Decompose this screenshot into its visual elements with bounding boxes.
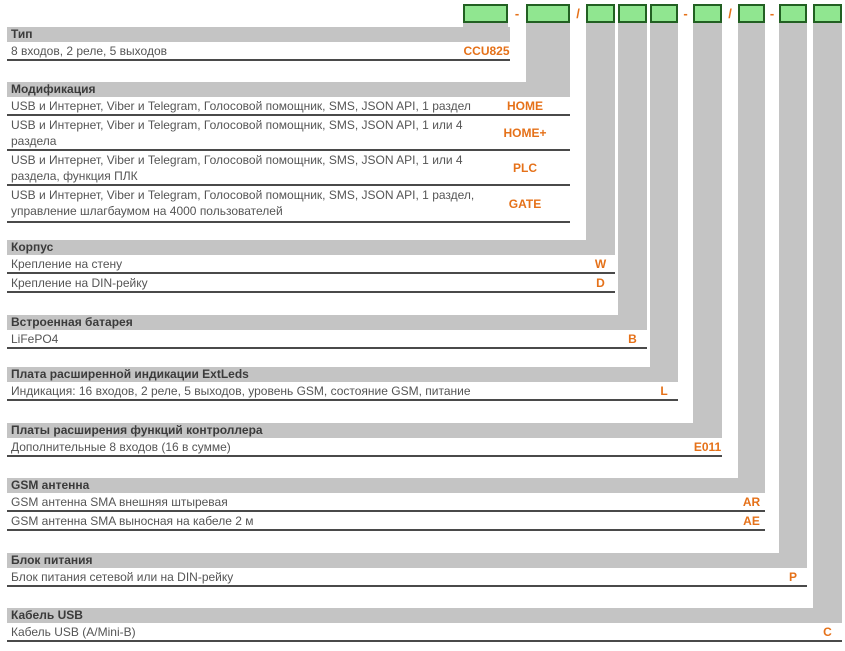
connector-column-expansion	[693, 23, 722, 423]
option-row: Блок питания сетевой или на DIN-рейку P	[7, 568, 807, 587]
code-separator: -	[769, 6, 775, 21]
option-row: 8 входов, 2 реле, 5 выходов CCU825	[7, 42, 510, 61]
option-code: P	[788, 569, 797, 584]
section-gsm-antenna: GSM антенна GSM антенна SMA внешняя штыр…	[7, 478, 765, 531]
option-row: Индикация: 16 входов, 2 реле, 5 выходов,…	[7, 382, 678, 401]
code-box-battery	[618, 4, 647, 23]
option-code: PLC	[513, 160, 537, 175]
option-label: GSM антенна SMA выносная на кабеле 2 м	[11, 514, 254, 528]
option-row: USB и Интернет, Viber и Telegram, Голосо…	[7, 151, 570, 186]
connector-column-extleds	[650, 23, 678, 367]
section-header: Платы расширения функций контроллера	[7, 423, 722, 438]
connector-column-battery	[618, 23, 647, 315]
option-code: D	[596, 275, 605, 290]
option-row: GSM антенна SMA выносная на кабеле 2 м A…	[7, 512, 765, 531]
section-header: Блок питания	[7, 553, 807, 568]
section-header: Плата расширенной индикации ExtLeds	[7, 367, 678, 382]
section-type: Тип 8 входов, 2 реле, 5 выходов CCU825	[7, 27, 510, 61]
section-header: Корпус	[7, 240, 615, 255]
option-code: AR	[742, 494, 761, 509]
option-row: Дополнительные 8 входов (16 в сумме) E01…	[7, 438, 722, 457]
option-row: USB и Интернет, Viber и Telegram, Голосо…	[7, 186, 570, 223]
option-code: HOME	[507, 98, 543, 113]
code-box-enclosure	[586, 4, 615, 23]
option-code: CCU825	[463, 43, 510, 58]
option-label: USB и Интернет, Viber и Telegram, Голосо…	[11, 153, 463, 183]
option-code: E011	[693, 439, 722, 454]
option-label: USB и Интернет, Viber и Telegram, Голосо…	[11, 99, 471, 113]
connector-column-type	[463, 23, 508, 27]
section-enclosure: Корпус Крепление на стену W Крепление на…	[7, 240, 615, 293]
option-code: L	[660, 383, 668, 398]
section-power-supply: Блок питания Блок питания сетевой или на…	[7, 553, 807, 587]
section-header: Встроенная батарея	[7, 315, 647, 330]
option-row: Кабель USB (A/Mini-B) C	[7, 623, 842, 642]
code-box-type	[463, 4, 508, 23]
section-header: Кабель USB	[7, 608, 842, 623]
option-label: USB и Интернет, Viber и Telegram, Голосо…	[11, 118, 463, 148]
option-label: LiFePO4	[11, 332, 59, 346]
section-header: GSM антенна	[7, 478, 765, 493]
option-row: Крепление на стену W	[7, 255, 615, 274]
section-battery: Встроенная батарея LiFePO4 B	[7, 315, 647, 349]
option-label: Блок питания сетевой или на DIN-рейку	[11, 570, 234, 584]
code-box-extleds	[650, 4, 678, 23]
section-header: Модификация	[7, 82, 570, 97]
code-separator: -	[683, 6, 688, 21]
code-box-modification	[526, 4, 570, 23]
connector-column-modification	[526, 23, 570, 82]
option-code: W	[594, 256, 607, 271]
option-code: HOME+	[503, 125, 547, 140]
connector-column-enclosure	[586, 23, 615, 240]
connector-column-psu	[779, 23, 807, 553]
option-row: LiFePO4 B	[7, 330, 647, 349]
section-usb-cable: Кабель USB Кабель USB (A/Mini-B) C	[7, 608, 842, 642]
option-label: Кабель USB (A/Mini-B)	[11, 625, 136, 639]
section-modification: Модификация USB и Интернет, Viber и Tele…	[7, 82, 570, 223]
option-label: Дополнительные 8 входов (16 в сумме)	[11, 440, 231, 454]
option-code: AE	[743, 513, 760, 528]
option-row: Крепление на DIN-рейку D	[7, 274, 615, 293]
option-row: USB и Интернет, Viber и Telegram, Голосо…	[7, 116, 570, 151]
code-separator: /	[576, 6, 580, 21]
code-box-psu	[779, 4, 807, 23]
code-box-expansion	[693, 4, 722, 23]
option-code: C	[823, 624, 832, 639]
option-row: USB и Интернет, Viber и Telegram, Голосо…	[7, 97, 570, 116]
section-expansion-boards: Платы расширения функций контроллера Доп…	[7, 423, 722, 457]
connector-column-antenna	[738, 23, 765, 478]
code-box-antenna	[738, 4, 765, 23]
option-label: 8 входов, 2 реле, 5 выходов	[11, 44, 168, 58]
option-code: B	[628, 331, 637, 346]
section-header: Тип	[7, 27, 510, 42]
option-label: USB и Интернет, Viber и Telegram, Голосо…	[11, 188, 475, 218]
option-label: Крепление на DIN-рейку	[11, 276, 148, 290]
option-row: GSM антенна SMA внешняя штыревая AR	[7, 493, 765, 512]
code-separator: /	[728, 6, 732, 21]
code-box-usb-cable	[813, 4, 842, 23]
connector-column-usb-cable	[813, 23, 842, 608]
option-label: GSM антенна SMA внешняя штыревая	[11, 495, 228, 509]
option-label: Индикация: 16 входов, 2 реле, 5 выходов,…	[11, 384, 471, 398]
option-code: GATE	[508, 196, 542, 211]
option-label: Крепление на стену	[11, 257, 123, 271]
section-extleds: Плата расширенной индикации ExtLeds Инди…	[7, 367, 678, 401]
code-separator: -	[514, 6, 520, 21]
